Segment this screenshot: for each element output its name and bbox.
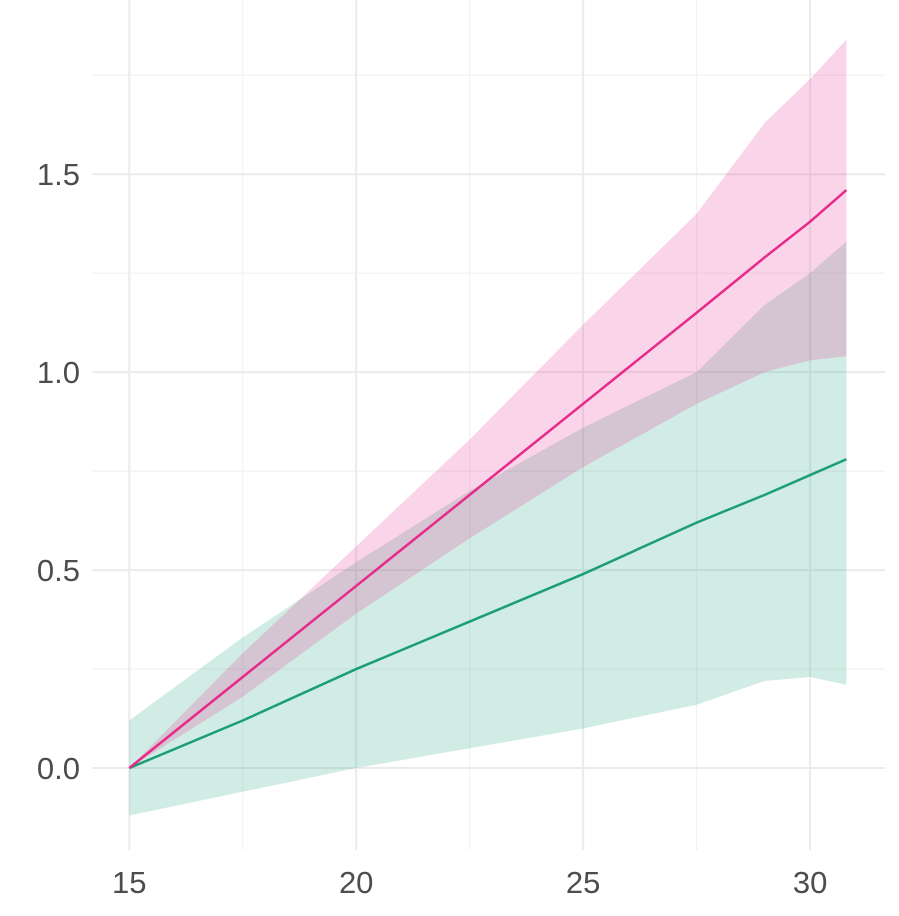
line — [128, 458, 847, 770]
y-tick-label: 0.5 — [37, 553, 80, 588]
line — [128, 189, 848, 770]
y-tick-label: 1.0 — [37, 355, 80, 390]
y-tick-label: 1.5 — [37, 157, 80, 192]
x-tick-label: 15 — [112, 865, 146, 900]
x-tick-label: 30 — [793, 865, 827, 900]
confidence-band — [129, 241, 847, 816]
x-tick-label: 25 — [566, 865, 600, 900]
x-tick-label: 20 — [339, 865, 373, 900]
y-tick-label: 0.0 — [37, 751, 80, 786]
